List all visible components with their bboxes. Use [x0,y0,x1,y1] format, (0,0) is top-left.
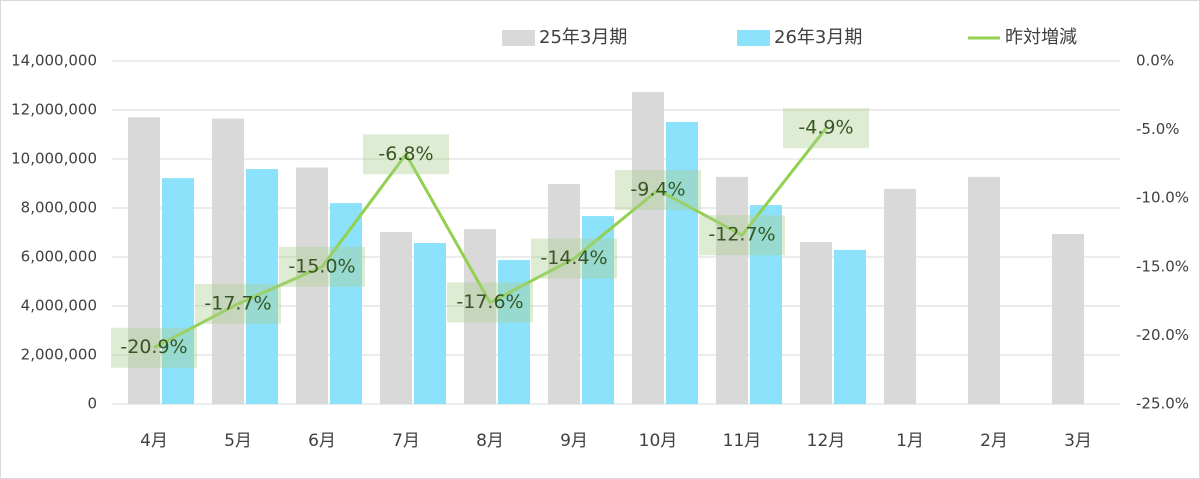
y-tick-label: 2,000,000 [21,346,97,364]
x-tick-label: 8月 [476,431,504,451]
data-label: -15.0% [288,255,355,277]
line [153,127,828,350]
y-tick-label: 6,000,000 [21,248,97,266]
y2-tick-label: 0.0% [1136,52,1174,70]
data-label-box [783,108,869,149]
x-tick-label: 7月 [392,431,420,451]
y-tick-label: 14,000,000 [11,52,97,70]
bar [666,122,698,404]
legend-swatch [737,30,770,46]
legend-label: 25年3月期 [539,27,627,48]
x-tick-label: 11月 [723,431,762,451]
data-label-box [279,246,365,287]
data-label: -4.9% [798,117,853,139]
x-tick-label: 3月 [1064,431,1092,451]
x-tick-label: 10月 [639,431,678,451]
y-tick-label: 10,000,000 [11,150,97,168]
y2-tick-label: -10.0% [1136,189,1189,207]
data-label-box [111,327,197,368]
bar [548,183,580,404]
x-tick-label: 12月 [807,431,846,451]
bar [464,229,496,404]
y-tick-label: 0 [87,395,97,413]
bar [128,117,160,404]
bar [750,205,782,404]
bar [296,167,328,404]
y2-tick-label: -15.0% [1136,257,1189,275]
bar [800,242,832,404]
bar [498,259,530,404]
legend-label: 昨対増減 [1005,27,1077,48]
bar [632,92,664,405]
y2-tick-label: -5.0% [1136,120,1180,138]
x-tick-label: 5月 [224,431,252,451]
data-label: -17.7% [204,292,271,314]
x-tick-label: 4月 [140,431,168,451]
bar [716,176,748,404]
data-label-box [531,238,617,279]
bar [968,176,1000,404]
x-tick-label: 9月 [560,431,588,451]
data-label: -12.7% [708,224,775,246]
data-label-box [363,134,449,175]
data-label-box [615,169,701,210]
legend-swatch [502,30,535,46]
data-label: -17.6% [456,291,523,313]
bar [246,169,278,404]
bar [212,118,244,404]
y-tick-label: 12,000,000 [11,101,97,119]
legend-label: 26年3月期 [774,27,862,48]
data-label-box [195,283,281,324]
x-tick-label: 6月 [308,431,336,451]
y-tick-label: 8,000,000 [21,199,97,217]
y2-tick-label: -20.0% [1136,326,1189,344]
bar [884,188,916,404]
bar [380,232,412,404]
x-tick-label: 1月 [896,431,924,451]
data-label: -20.9% [120,336,187,358]
data-label: -6.8% [378,143,433,165]
data-label: -9.4% [630,178,685,200]
bar [1052,233,1084,404]
bar [834,249,866,404]
bar [414,243,446,404]
data-label-box [699,215,785,256]
y-tick-label: 4,000,000 [21,297,97,315]
x-tick-label: 2月 [980,431,1008,451]
y2-tick-label: -25.0% [1136,395,1189,413]
data-label: -14.4% [540,247,607,269]
bar [162,178,194,404]
data-label-box [447,282,533,323]
